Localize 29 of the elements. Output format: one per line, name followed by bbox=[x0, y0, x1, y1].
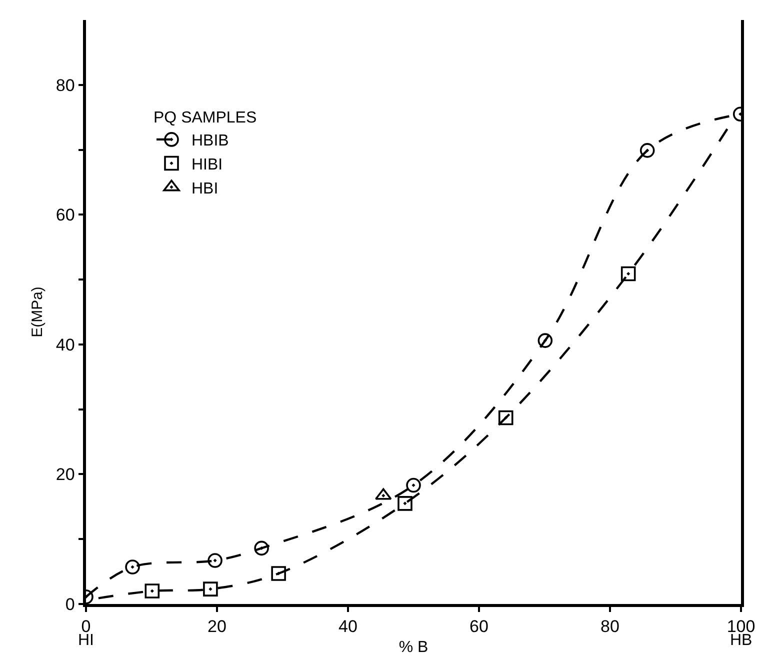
x-tick-label: 60 bbox=[470, 617, 488, 636]
point bbox=[406, 478, 421, 493]
legend-title: PQ SAMPLES bbox=[154, 110, 257, 127]
x-tick-label: 80 bbox=[600, 617, 620, 636]
point bbox=[398, 496, 412, 511]
y-tick-label: 0 bbox=[65, 594, 75, 614]
legend-label: HIBI bbox=[192, 156, 223, 174]
point bbox=[620, 266, 636, 282]
y-tick-label: 60 bbox=[56, 206, 75, 225]
point bbox=[208, 553, 222, 568]
legend-label: HBI bbox=[192, 180, 218, 198]
x-tick-label: 20 bbox=[208, 617, 226, 636]
point bbox=[538, 333, 553, 348]
point bbox=[144, 584, 160, 598]
point bbox=[254, 540, 269, 556]
y-tick-label: 40 bbox=[56, 335, 75, 354]
x-tick-label: 40 bbox=[338, 617, 358, 636]
point bbox=[498, 410, 514, 426]
text: HI bbox=[78, 632, 94, 649]
y-tick-label: 80 bbox=[56, 76, 75, 95]
x-axis-title: % B bbox=[398, 638, 428, 656]
point bbox=[203, 582, 218, 596]
y-tick-label: 20 bbox=[56, 465, 75, 484]
text: HB bbox=[730, 632, 752, 649]
legend-label: HBIB bbox=[192, 132, 229, 150]
point bbox=[640, 143, 655, 158]
point bbox=[271, 566, 286, 581]
y-axis-title: E(MPa) bbox=[29, 286, 46, 338]
point bbox=[125, 560, 140, 574]
